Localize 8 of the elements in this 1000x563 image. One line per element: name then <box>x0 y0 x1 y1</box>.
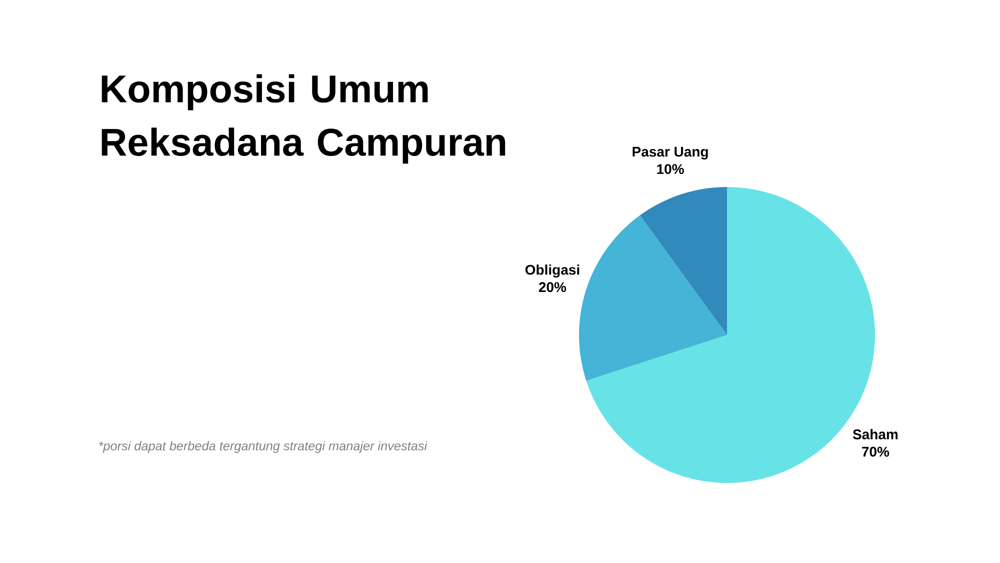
slice-label: Obligasi <box>525 264 580 278</box>
chart-title: Komposisi Umum Reksadana Campuran <box>102 74 506 164</box>
slice-label: Pasar Uang <box>632 146 708 160</box>
data-label: 70% <box>862 446 890 457</box>
data-label: 10% <box>657 164 684 174</box>
slice-label: Saham <box>852 429 898 440</box>
data-label: 20% <box>538 282 566 292</box>
text: *porsi dapat berbeda tergantung strategi manajer investasi <box>99 441 428 453</box>
